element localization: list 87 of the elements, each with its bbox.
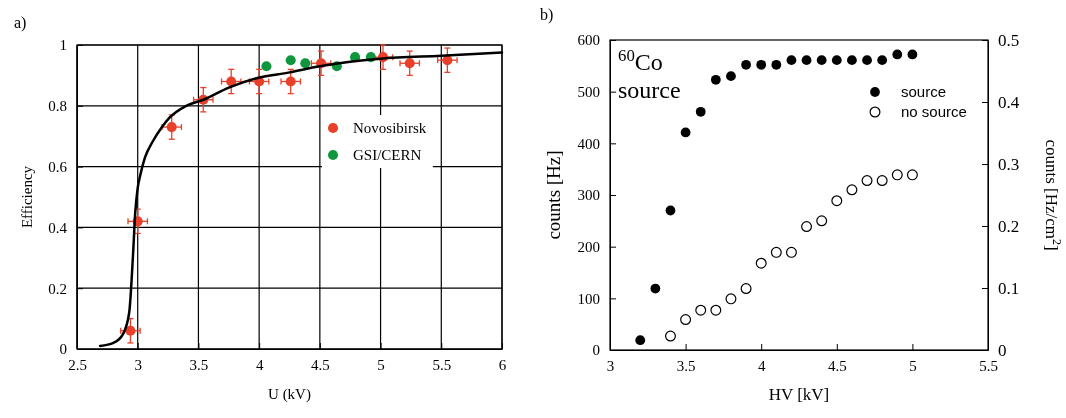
point <box>710 74 721 85</box>
y-tick-label: 0.8 <box>48 98 67 115</box>
x-tick-label: 5.5 <box>432 356 452 373</box>
y-tick-label: 1 <box>59 37 67 54</box>
y-axis-title: counts [Hz] <box>543 150 564 240</box>
x-tick-label: 5.5 <box>979 357 998 374</box>
point <box>726 71 736 82</box>
y2-tick-label: 0.5 <box>998 30 1020 50</box>
point <box>740 283 752 294</box>
legend-label: GSI/CERN <box>353 147 422 163</box>
point <box>862 55 872 66</box>
x-tick-label: 3 <box>134 356 142 373</box>
point <box>695 304 707 316</box>
chart-title: b) <box>540 6 554 24</box>
point <box>680 127 691 138</box>
point <box>125 325 136 336</box>
point <box>664 330 676 342</box>
y-tick-label: 500 <box>577 83 600 100</box>
x-tick-label: 4 <box>255 356 264 373</box>
y-tick-label: 600 <box>577 32 600 49</box>
point <box>285 76 296 87</box>
point <box>831 195 843 207</box>
x-tick-label: 3 <box>606 357 615 374</box>
point <box>816 55 827 66</box>
legend-label: source <box>901 83 947 100</box>
point <box>755 257 767 269</box>
point <box>680 314 692 325</box>
annotation: source <box>618 77 681 103</box>
legend-label: Novosibirsk <box>353 120 427 136</box>
point <box>756 59 767 70</box>
x-tick-label: 2.5 <box>68 356 87 373</box>
point <box>786 55 797 66</box>
chart-title: a) <box>14 14 27 32</box>
point <box>831 55 842 66</box>
point <box>650 283 661 294</box>
point <box>404 58 415 69</box>
y2-tick-label: 0.1 <box>998 278 1020 298</box>
annotation: $^{60}$Co <box>618 45 663 75</box>
point <box>710 304 722 316</box>
point <box>846 184 858 196</box>
y2-tick-label: 0.2 <box>998 216 1020 236</box>
x-tick-label: 5 <box>377 356 385 373</box>
point <box>261 61 272 72</box>
x-tick-label: 3.5 <box>189 356 209 373</box>
point <box>665 205 676 216</box>
point <box>891 169 903 181</box>
y2-tick-label: 0 <box>998 340 1007 360</box>
y-tick-label: 0.2 <box>48 280 67 297</box>
point <box>741 59 751 70</box>
point <box>725 293 737 305</box>
x-tick-label: 5 <box>909 357 917 374</box>
y2-tick-label: 0.4 <box>998 92 1020 112</box>
point <box>785 246 797 258</box>
point <box>861 175 873 187</box>
point <box>892 49 903 60</box>
y-tick-label: 0.4 <box>48 219 68 236</box>
x-axis-title: HV [kV] <box>768 385 830 404</box>
point <box>285 55 296 66</box>
point <box>816 215 828 227</box>
point <box>847 55 857 66</box>
x-axis-title: U (kV) <box>268 386 311 403</box>
point <box>801 55 812 66</box>
y-tick-label: 0.6 <box>48 158 68 175</box>
x-tick-label: 4.5 <box>827 357 847 374</box>
point <box>695 106 706 117</box>
point <box>801 221 813 232</box>
legend-label: no source <box>901 103 967 120</box>
point <box>907 49 918 60</box>
point <box>770 246 782 258</box>
y2-tick-label: 0.3 <box>998 154 1020 174</box>
y-axis-title: Efficiency <box>19 165 35 229</box>
y-tick-label: 100 <box>577 290 600 307</box>
y-tick-label: 200 <box>577 238 600 255</box>
x-tick-label: 3.5 <box>676 357 696 374</box>
x-tick-label: 4 <box>757 357 766 374</box>
point <box>771 59 782 70</box>
y-tick-label: 300 <box>577 187 600 204</box>
point <box>877 55 888 66</box>
point <box>166 122 177 133</box>
y-tick-label: 400 <box>577 135 600 152</box>
point <box>876 175 888 187</box>
point <box>635 335 646 346</box>
y-tick-label: 0 <box>592 342 600 359</box>
x-tick-label: 6 <box>498 356 507 373</box>
point <box>906 169 918 181</box>
y-tick-label: 0 <box>59 341 67 358</box>
x-tick-label: 4.5 <box>310 356 330 373</box>
